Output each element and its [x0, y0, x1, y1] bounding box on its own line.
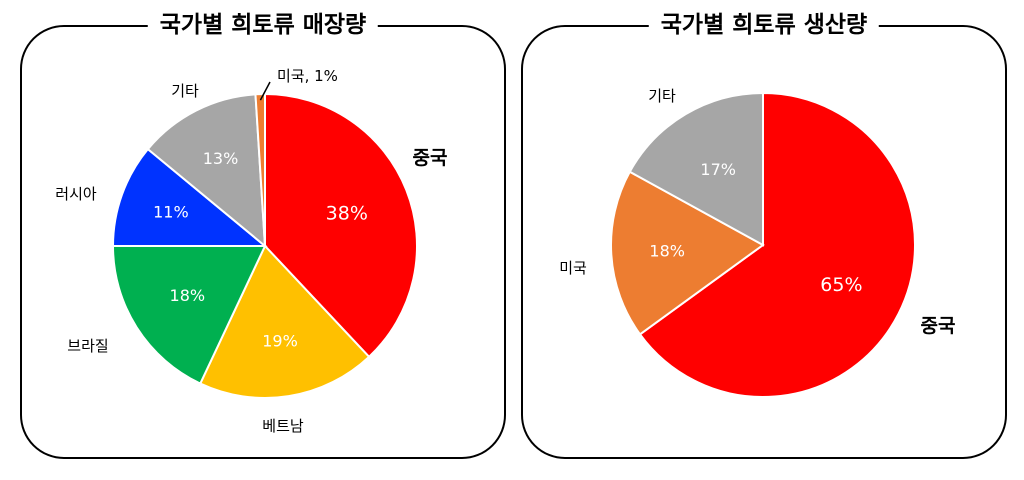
reserves-category-label-usa: 미국, 1%	[277, 67, 338, 85]
reserves-category-label-brazil: 브라질	[67, 337, 108, 355]
production-value-label-usa: 18%	[649, 242, 685, 261]
production-category-label-others: 기타	[648, 87, 676, 105]
reserves-slice-brazil	[111, 245, 267, 385]
reserves-slice-others	[146, 93, 267, 249]
reserves-pie: 38% 중국 19% 베트남 18% 브라질 11% 러시아 13% 기타 미국, 1%	[55, 67, 447, 435]
production-value-label-others: 17%	[700, 160, 736, 179]
reserves-value-label-others: 13%	[203, 149, 239, 168]
reserves-slice-russia	[111, 147, 268, 247]
reserves-slice-china	[264, 92, 418, 359]
production-slice-usa	[610, 170, 765, 336]
production-pie: 65% 중국 18% 미국 17% 기타	[559, 87, 956, 398]
reserves-category-label-russia: 러시아	[55, 185, 97, 203]
reserves-value-label-brazil: 18%	[170, 286, 206, 305]
reserves-slice-vietnam	[198, 244, 371, 399]
reserves-chart-title: 국가별 희토류 매장량	[147, 8, 379, 42]
production-chart-panel: 국가별 희토류 생산량	[521, 8, 1007, 459]
production-value-label-china: 65%	[820, 274, 862, 296]
reserves-value-label-russia: 11%	[153, 203, 189, 222]
production-category-label-china: 중국	[921, 315, 956, 337]
reserves-category-label-china: 중국	[413, 147, 448, 169]
reserves-slice-usa	[254, 92, 266, 247]
reserves-value-label-china: 38%	[326, 203, 368, 225]
reserves-category-label-vietnam: 베트남	[262, 417, 304, 435]
production-category-label-usa: 미국	[559, 259, 587, 277]
reserves-leader-line-usa	[259, 81, 271, 101]
production-slice-others	[628, 91, 764, 247]
production-chart-title: 국가별 희토류 생산량	[648, 8, 880, 42]
production-slice-china	[638, 91, 916, 398]
reserves-chart-panel: 국가별 희토류 매장량	[20, 8, 506, 459]
reserves-category-label-others: 기타	[171, 82, 199, 100]
reserves-value-label-vietnam: 19%	[262, 331, 298, 350]
